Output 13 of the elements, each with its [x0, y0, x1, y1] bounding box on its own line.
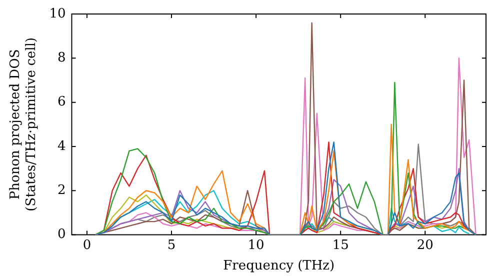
y-tick-label: 10 — [49, 6, 66, 22]
y-tick-label: 6 — [57, 94, 66, 110]
x-tick-label: 20 — [416, 238, 434, 253]
y-tick-label: 2 — [57, 183, 66, 198]
x-tick-label: 0 — [82, 238, 92, 253]
y-tick-label: 0 — [57, 227, 66, 242]
x-tick-label: 10 — [248, 238, 264, 253]
y-tick-label: 4 — [57, 138, 66, 154]
x-axis-title: Frequency (THz) — [223, 258, 335, 274]
y-axis-title: Phonon projected DOS (States/THz·primitive cell) — [8, 37, 39, 212]
x-tick-label: 5 — [167, 238, 176, 253]
y-tick-label: 8 — [57, 50, 66, 66]
x-tick-label: 15 — [332, 238, 349, 253]
